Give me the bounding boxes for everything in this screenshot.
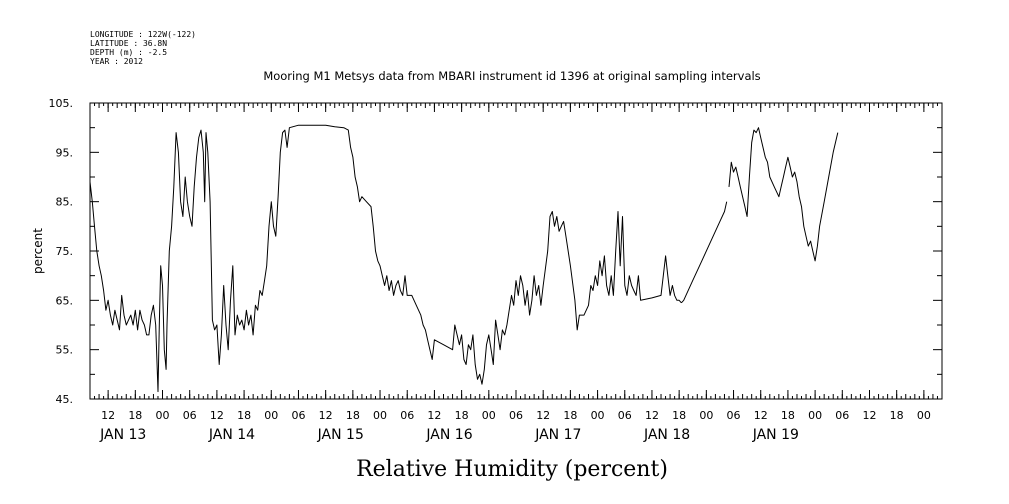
x-tick-label: 06: [183, 409, 197, 422]
day-labels: JAN 13 JAN 14 JAN 15 JAN 16 JAN 17 JAN 18 JAN …: [99, 427, 799, 443]
x-tick-label: 12: [427, 409, 441, 422]
y-tick-label: 75.: [56, 245, 74, 258]
longitude-text: LONGITUDE : 122W(-122): [90, 30, 196, 39]
x-tick-label: 00: [591, 409, 605, 422]
y-tick-label: 95.: [56, 146, 74, 159]
x-tick-label: 18: [237, 409, 251, 422]
x-tick-label: 06: [291, 409, 305, 422]
x-tick-label: 12: [319, 409, 333, 422]
x-tick-label: 06: [400, 409, 414, 422]
x-tick-label: 18: [563, 409, 577, 422]
depth-text: DEPTH (m) : -2.5: [90, 48, 168, 57]
x-tick-label: 12: [101, 409, 115, 422]
x-tick-label: 12: [210, 409, 224, 422]
chart-title: Mooring M1 Metsys data from MBARI instru…: [263, 69, 760, 83]
y-tick-labels: 45. 55. 65. 75. 85. 95. 105.: [49, 97, 74, 406]
day-label: JAN 19: [752, 427, 799, 443]
humidity-line: [728, 127, 839, 262]
x-axis-label: Relative Humidity (percent): [356, 457, 668, 482]
x-tick-label: 12: [862, 409, 876, 422]
y-tick-label: 65.: [56, 294, 74, 307]
x-tick-label: 18: [672, 409, 686, 422]
year-text: YEAR : 2012: [90, 57, 143, 66]
y-tick-label: 55.: [56, 344, 74, 357]
x-tick-label: 06: [509, 409, 523, 422]
day-label: JAN 15: [317, 427, 364, 443]
x-tick-label: 00: [808, 409, 822, 422]
x-tick-label: 00: [917, 409, 931, 422]
x-tick-label: 06: [727, 409, 741, 422]
humidity-line: [89, 124, 682, 393]
x-tick-label: 00: [156, 409, 170, 422]
y-axis-label: percent: [31, 228, 45, 274]
x-tick-label: 12: [536, 409, 550, 422]
humidity-series: [89, 124, 839, 393]
day-label: JAN 13: [99, 427, 146, 443]
y-tick-label: 45.: [56, 393, 74, 406]
x-tick-label: 00: [482, 409, 496, 422]
x-tick-label: 00: [373, 409, 387, 422]
latitude-text: LATITUDE : 36.8N: [90, 39, 168, 48]
humidity-line: [681, 201, 728, 304]
day-label: JAN 17: [534, 427, 581, 443]
day-label: JAN 18: [643, 427, 690, 443]
x-tick-label: 12: [645, 409, 659, 422]
y-tick-label: 85.: [56, 196, 74, 209]
x-tick-label: 18: [890, 409, 904, 422]
x-tick-label: 18: [781, 409, 795, 422]
x-tick-label: 18: [455, 409, 469, 422]
x-tick-label: 00: [699, 409, 713, 422]
day-label: JAN 16: [425, 427, 472, 443]
axis-ticks: [90, 102, 942, 400]
plot-frame: [89, 102, 943, 400]
y-tick-label: 105.: [49, 97, 74, 110]
x-tick-label: 12: [754, 409, 768, 422]
x-tick-labels: 12 18 00 06 12 18 00 06 12 18 00 06 12 18 00 06 12 18 00 06…: [101, 409, 931, 422]
day-label: JAN 14: [208, 427, 255, 443]
x-tick-label: 06: [618, 409, 632, 422]
x-tick-label: 18: [346, 409, 360, 422]
x-tick-label: 18: [128, 409, 142, 422]
metadata-block: LONGITUDE : 122W(-122) LATITUDE : 36.8N DE…: [90, 21, 196, 75]
x-tick-label: 00: [264, 409, 278, 422]
x-tick-label: 06: [835, 409, 849, 422]
